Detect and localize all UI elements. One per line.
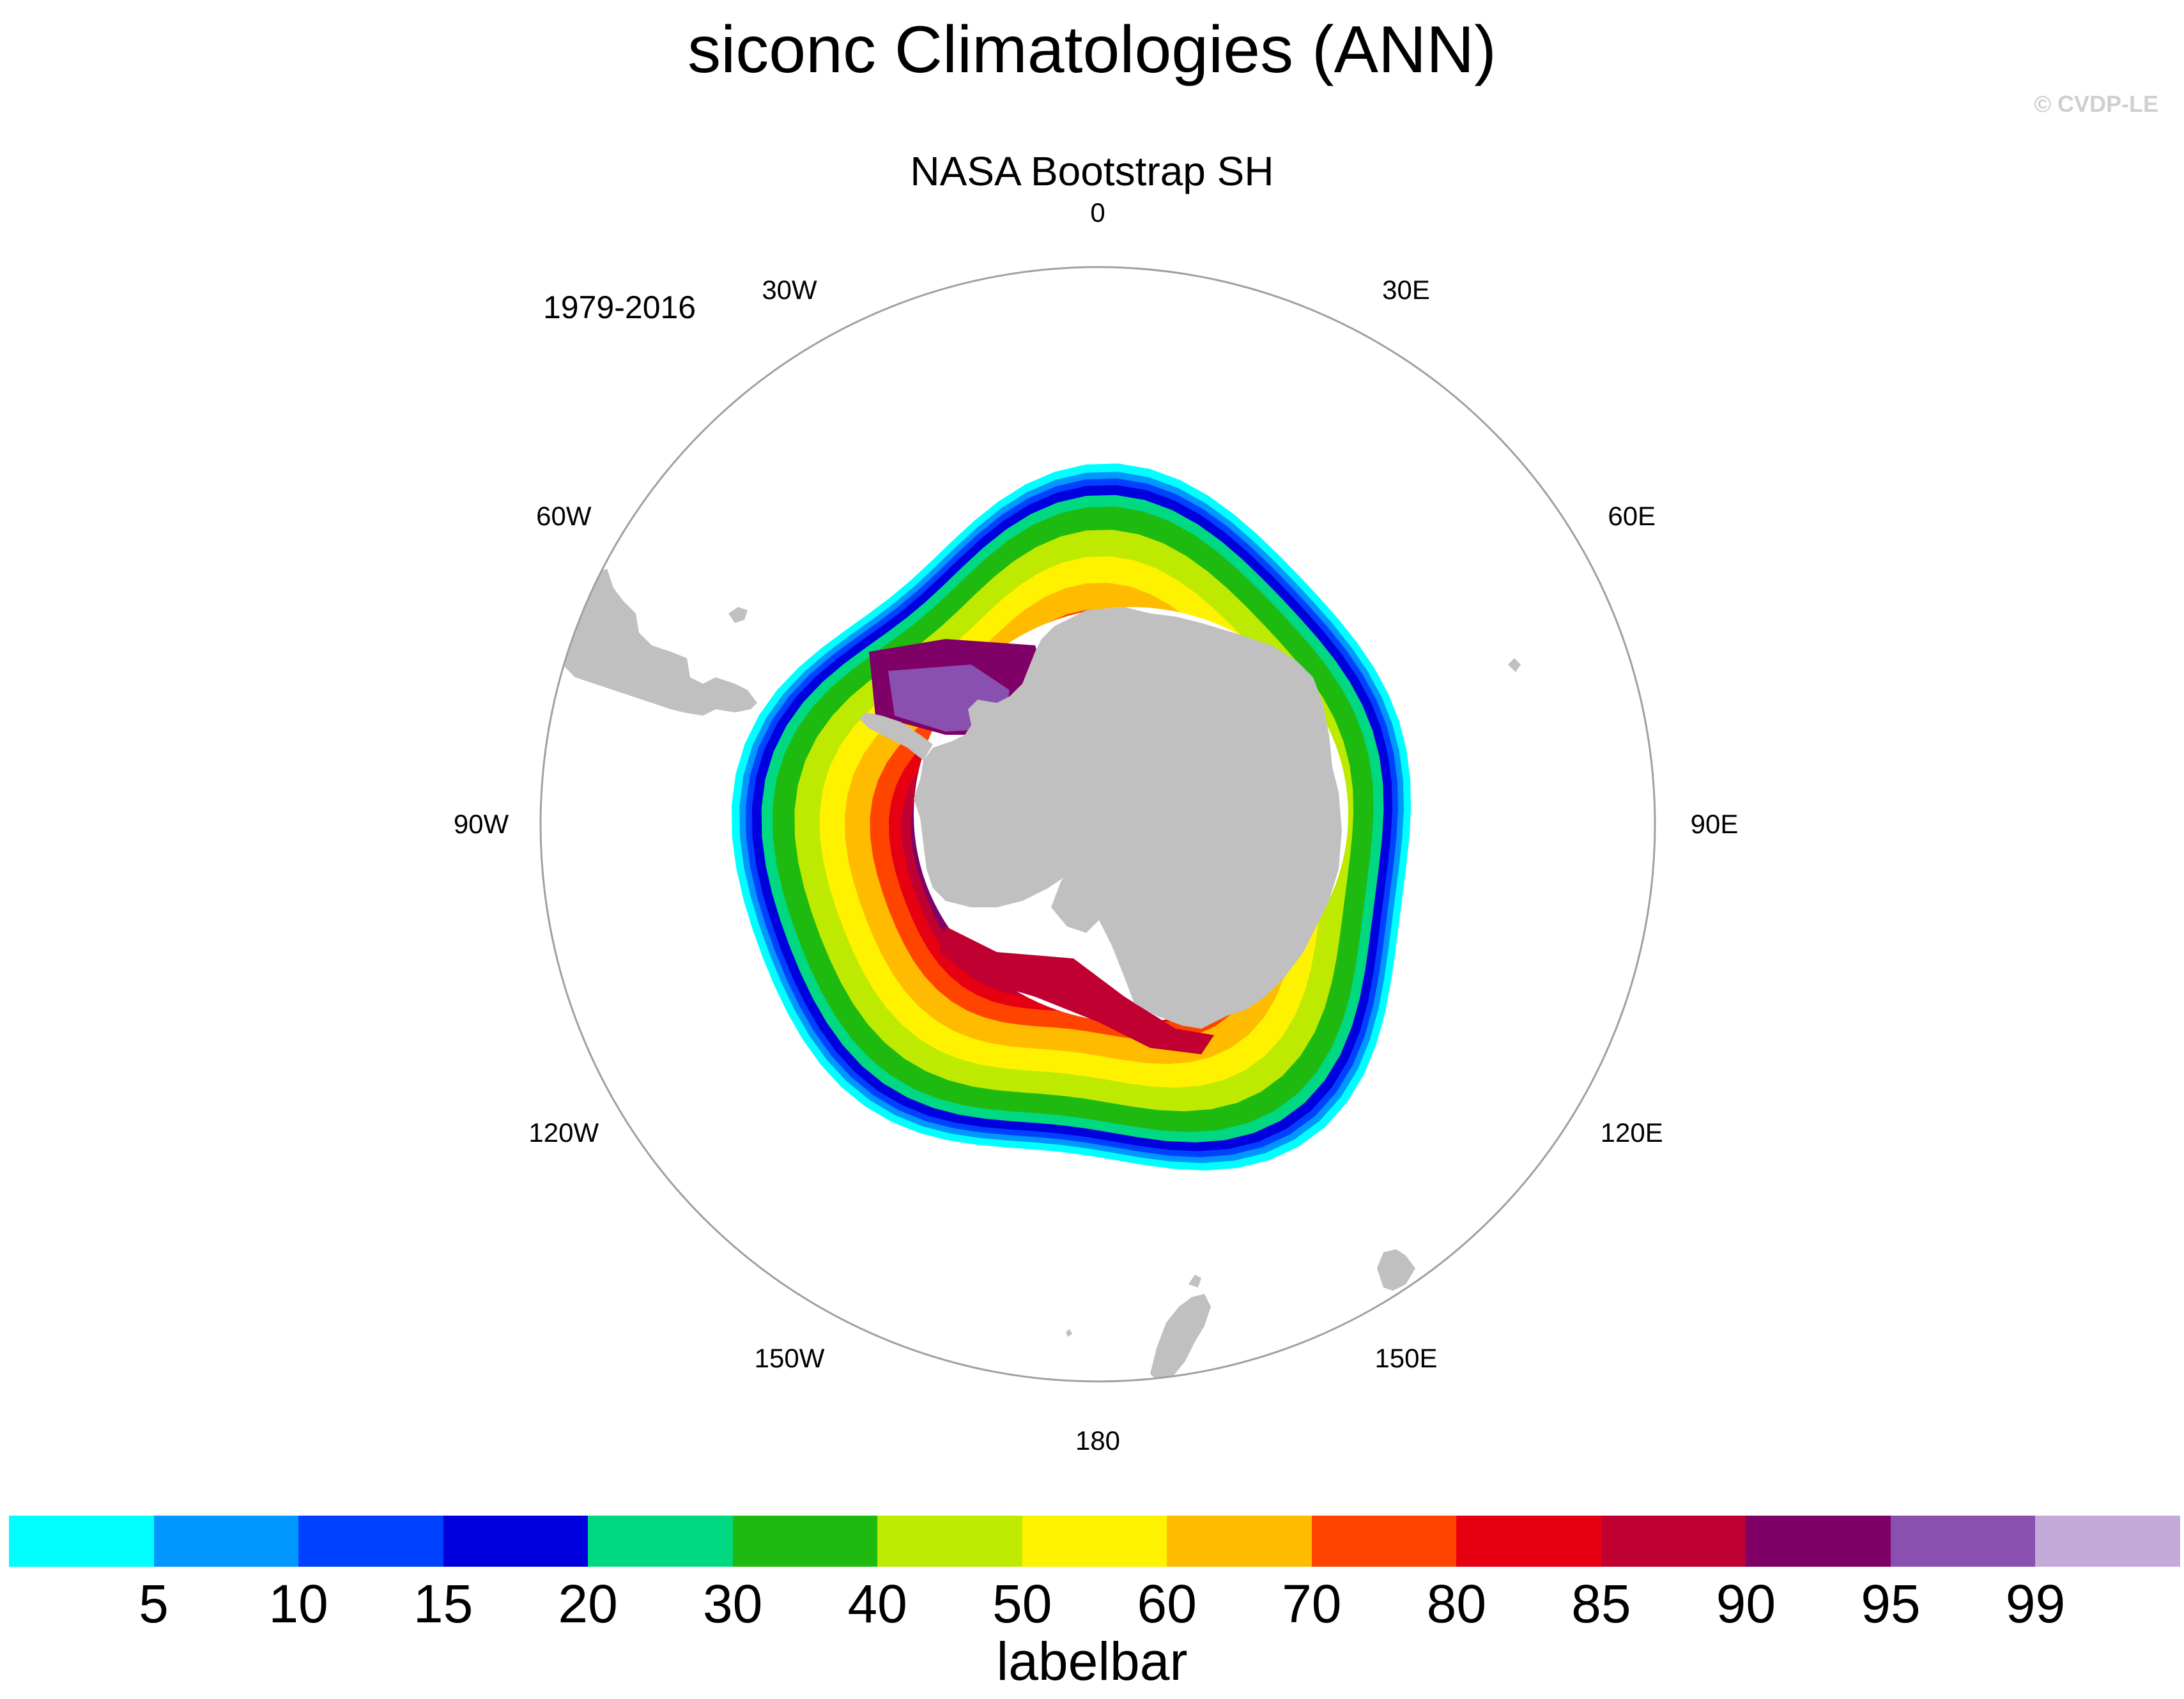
labelbar-swatch (9, 1516, 154, 1567)
polar-stereographic-map (539, 266, 1656, 1383)
longitude-label: 150W (754, 1342, 825, 1373)
longitude-label: 180 (1075, 1426, 1121, 1456)
labelbar-swatch (2035, 1516, 2180, 1567)
labelbar-tick-label: 50 (992, 1574, 1052, 1634)
period-label: 1979-2016 (543, 289, 696, 325)
longitude-label: 60W (536, 500, 592, 531)
new-zealand-north-island-tip (1188, 1275, 1201, 1288)
kerguelen-island (1508, 658, 1521, 672)
longitude-label: 30E (1382, 275, 1430, 305)
labelbar-colorbar (9, 1516, 2180, 1567)
map-subtitle: NASA Bootstrap SH (910, 148, 1274, 194)
figure-title: siconc Climatologies (ANN) (688, 13, 1496, 87)
falkland-islands (728, 607, 748, 623)
labelbar-swatch (1167, 1516, 1312, 1567)
labelbar-tick-label: 5 (139, 1574, 169, 1634)
labelbar-title: labelbar (996, 1631, 1188, 1691)
longitude-label: 30W (762, 275, 817, 305)
labelbar-swatch (1456, 1516, 1601, 1567)
labelbar-swatch (1022, 1516, 1167, 1567)
labelbar-swatch (732, 1516, 878, 1567)
labelbar-swatch (1311, 1516, 1457, 1567)
labelbar-swatch (443, 1516, 588, 1567)
longitude-label: 150E (1374, 1342, 1438, 1373)
labelbar-tick-label: 95 (1861, 1574, 1921, 1634)
labelbar-swatch (877, 1516, 1022, 1567)
labelbar-tick-label: 70 (1282, 1574, 1342, 1634)
longitude-label: 60E (1608, 500, 1656, 531)
antarctic-peninsula (859, 712, 933, 760)
labelbar-tick-label: 99 (2005, 1574, 2066, 1634)
longitude-label: 120E (1600, 1117, 1663, 1148)
labelbar-tick-label: 30 (702, 1574, 763, 1634)
labelbar-swatch (298, 1516, 443, 1567)
labelbar-swatch (1601, 1516, 1746, 1567)
land-masses (562, 569, 1521, 1381)
longitude-label: 0 (1090, 197, 1105, 227)
map-perimeter (539, 266, 1656, 1383)
copyright-watermark: © CVDP-LE (2034, 91, 2158, 117)
labelbar-tick-label: 40 (847, 1574, 907, 1634)
labelbar-swatch (588, 1516, 733, 1567)
labelbar-tick-label: 90 (1716, 1574, 1776, 1634)
antarctica-landmass (914, 607, 1342, 1029)
south-america-tip (562, 569, 757, 716)
tasmania (1377, 1249, 1415, 1291)
longitude-label: 120W (528, 1117, 599, 1148)
labelbar-tick-label: 60 (1137, 1574, 1197, 1634)
labelbar-tick-label: 10 (268, 1574, 328, 1634)
labelbar-tick-label: 20 (558, 1574, 618, 1634)
longitude-label: 90E (1690, 809, 1739, 839)
labelbar-swatch (153, 1516, 299, 1567)
ross-sea-ice-85-90 (939, 926, 1214, 1054)
labelbar-swatch (1746, 1516, 1891, 1567)
labelbar-tick-label: 80 (1426, 1574, 1487, 1634)
new-zealand-south-island (1150, 1294, 1211, 1381)
labelbar-tick-label: 15 (413, 1574, 473, 1634)
sub-antarctic-islet (1066, 1329, 1072, 1337)
labelbar-tick-label: 85 (1571, 1574, 1631, 1634)
longitude-label: 90W (453, 809, 509, 839)
labelbar-swatch (1890, 1516, 2036, 1567)
